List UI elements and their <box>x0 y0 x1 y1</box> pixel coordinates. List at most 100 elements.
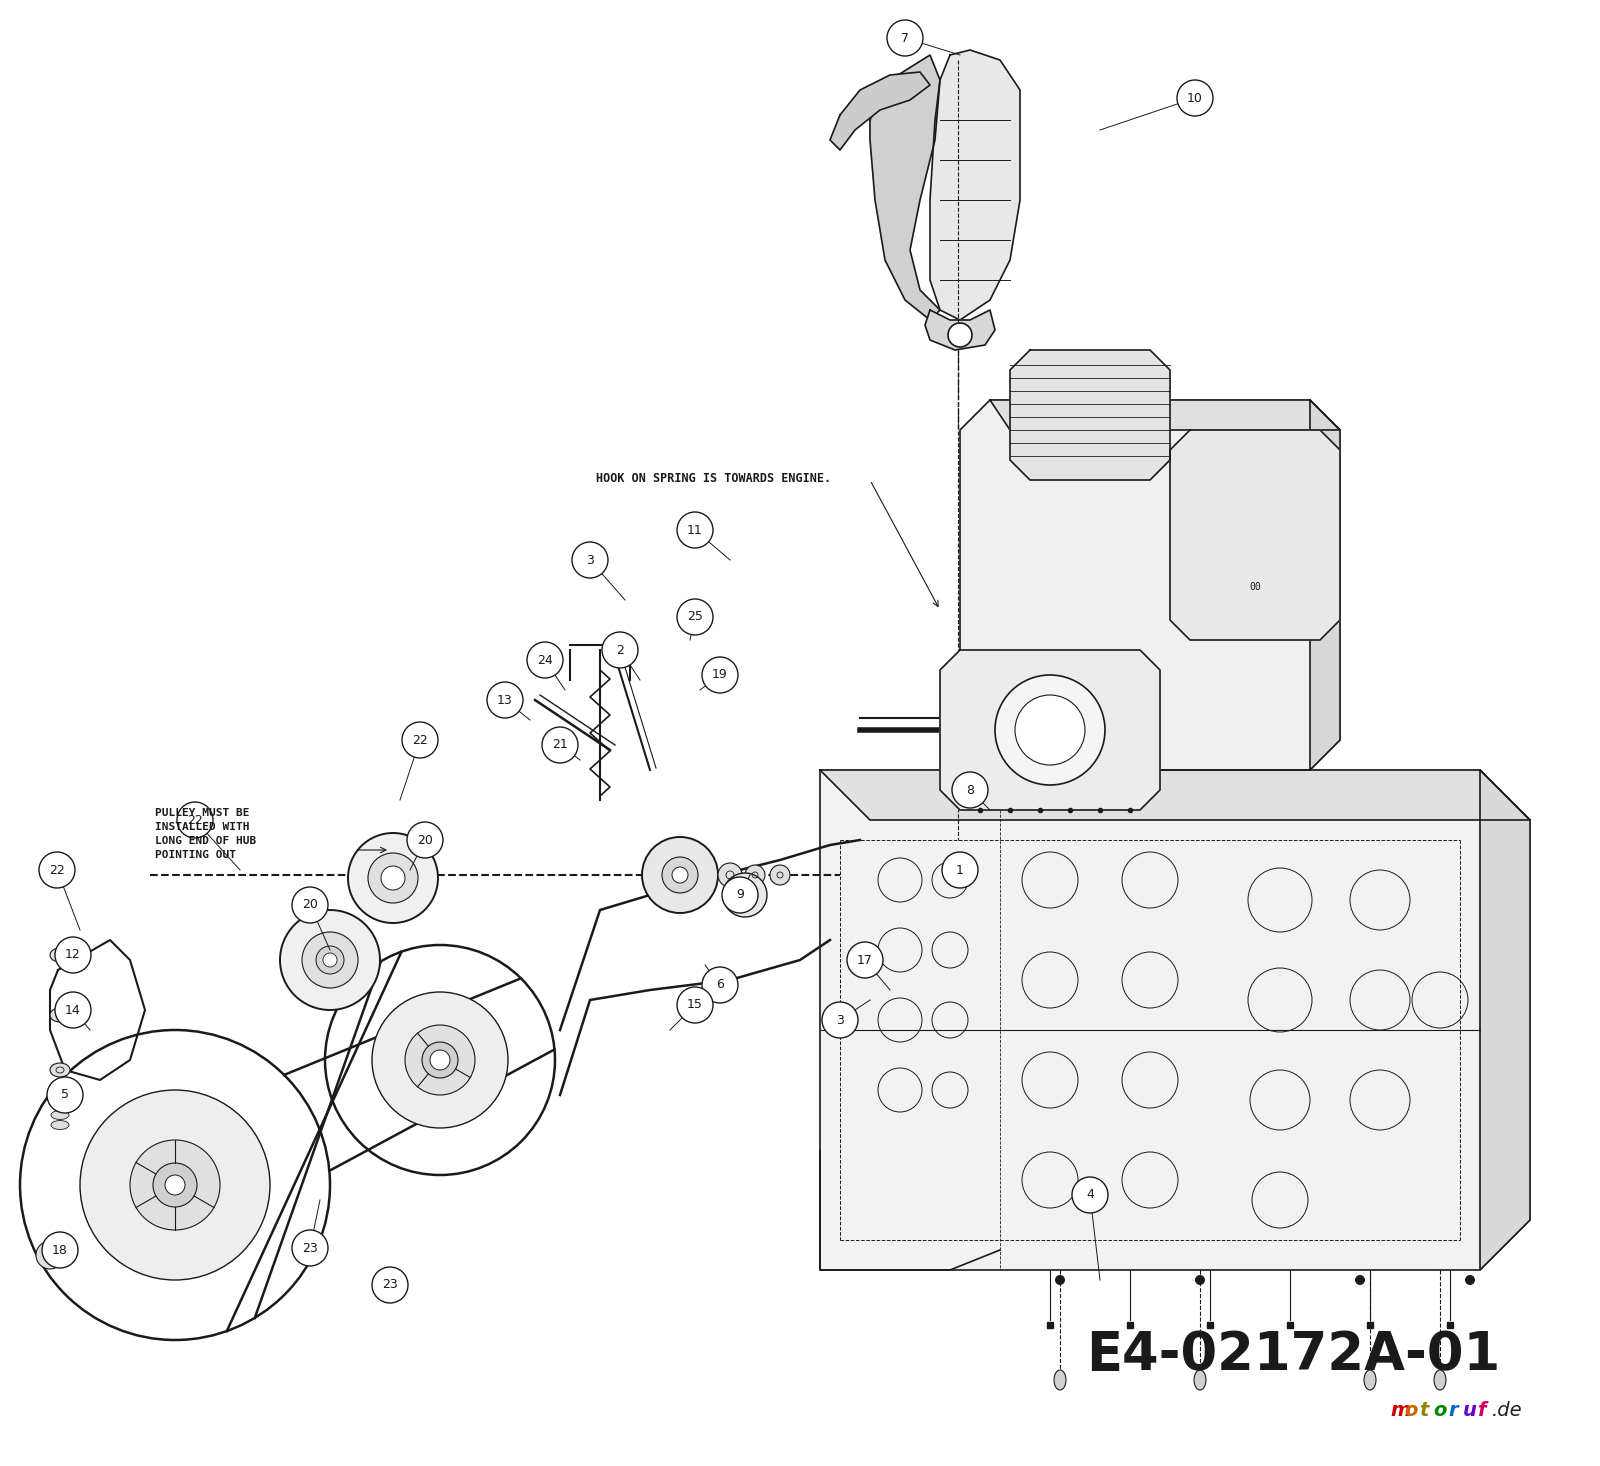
Text: 24: 24 <box>538 654 554 667</box>
Circle shape <box>702 968 738 1003</box>
Circle shape <box>349 833 438 924</box>
Text: 15: 15 <box>686 998 702 1012</box>
Ellipse shape <box>50 1063 70 1078</box>
Circle shape <box>677 987 714 1023</box>
Circle shape <box>130 1141 221 1230</box>
Polygon shape <box>819 770 1530 1270</box>
Text: r: r <box>1448 1400 1458 1419</box>
Text: u: u <box>1462 1400 1477 1419</box>
Text: 22: 22 <box>413 733 427 746</box>
Text: HOOK ON SPRING IS TOWARDS ENGINE.: HOOK ON SPRING IS TOWARDS ENGINE. <box>595 472 830 484</box>
Ellipse shape <box>51 1091 69 1100</box>
Circle shape <box>542 727 578 762</box>
Circle shape <box>46 1078 83 1113</box>
Circle shape <box>178 802 213 839</box>
Circle shape <box>154 1163 197 1207</box>
Circle shape <box>291 1230 328 1267</box>
Polygon shape <box>1170 430 1341 641</box>
Text: 3: 3 <box>837 1013 843 1026</box>
Circle shape <box>430 1050 450 1070</box>
Circle shape <box>942 852 978 888</box>
Text: 23: 23 <box>302 1242 318 1255</box>
Text: 13: 13 <box>498 693 514 707</box>
Text: 4: 4 <box>1086 1189 1094 1202</box>
Circle shape <box>371 1267 408 1303</box>
Circle shape <box>1195 1275 1205 1286</box>
Circle shape <box>1355 1275 1365 1286</box>
Text: 19: 19 <box>712 668 728 682</box>
Circle shape <box>371 992 509 1127</box>
Circle shape <box>1014 695 1085 765</box>
Circle shape <box>368 853 418 903</box>
Ellipse shape <box>1363 1371 1376 1390</box>
Circle shape <box>317 946 344 973</box>
Polygon shape <box>930 50 1021 320</box>
Circle shape <box>1466 1275 1475 1286</box>
Text: 14: 14 <box>66 1004 82 1016</box>
Circle shape <box>54 992 91 1028</box>
Circle shape <box>323 953 338 968</box>
Circle shape <box>54 937 91 973</box>
Circle shape <box>406 822 443 858</box>
Circle shape <box>886 21 923 56</box>
Text: 11: 11 <box>686 523 702 537</box>
Circle shape <box>291 887 328 924</box>
Polygon shape <box>1010 350 1170 479</box>
Polygon shape <box>830 72 930 150</box>
Text: 20: 20 <box>418 834 434 846</box>
Circle shape <box>80 1091 270 1280</box>
Ellipse shape <box>1434 1371 1446 1390</box>
Text: 2: 2 <box>616 644 624 657</box>
Circle shape <box>642 837 718 913</box>
Circle shape <box>702 657 738 693</box>
Circle shape <box>846 943 883 978</box>
Text: o: o <box>1405 1400 1418 1419</box>
Text: 10: 10 <box>1187 91 1203 104</box>
Circle shape <box>38 852 75 888</box>
Text: 00: 00 <box>1250 582 1261 592</box>
Ellipse shape <box>1054 1371 1066 1390</box>
Circle shape <box>1072 1177 1107 1212</box>
Circle shape <box>280 910 381 1010</box>
Text: 25: 25 <box>686 610 702 623</box>
Text: 22: 22 <box>50 863 66 877</box>
Text: o: o <box>1434 1400 1446 1419</box>
Ellipse shape <box>50 949 70 962</box>
Circle shape <box>165 1176 186 1195</box>
Polygon shape <box>819 770 1530 819</box>
Circle shape <box>1054 1275 1066 1286</box>
Polygon shape <box>941 649 1160 811</box>
Text: 9: 9 <box>736 888 744 902</box>
Text: .de: .de <box>1491 1400 1522 1419</box>
Circle shape <box>402 721 438 758</box>
Text: 3: 3 <box>586 554 594 566</box>
Text: t: t <box>1419 1400 1429 1419</box>
Text: 7: 7 <box>901 31 909 44</box>
Circle shape <box>746 865 765 885</box>
Circle shape <box>422 1042 458 1078</box>
Circle shape <box>677 512 714 548</box>
Ellipse shape <box>50 1009 70 1022</box>
Circle shape <box>35 1242 64 1270</box>
Circle shape <box>822 1001 858 1038</box>
Polygon shape <box>1310 400 1341 770</box>
Text: f: f <box>1477 1400 1485 1419</box>
Text: 6: 6 <box>717 978 723 991</box>
Circle shape <box>573 542 608 578</box>
Circle shape <box>662 858 698 893</box>
Circle shape <box>405 1025 475 1095</box>
Circle shape <box>302 932 358 988</box>
Polygon shape <box>990 400 1341 430</box>
Circle shape <box>947 323 973 347</box>
Circle shape <box>677 600 714 635</box>
Circle shape <box>770 865 790 885</box>
Circle shape <box>718 863 742 887</box>
Ellipse shape <box>51 1111 69 1120</box>
Text: PULLEY MUST BE
INSTALLED WITH
LONG END OF HUB
POINTING OUT: PULLEY MUST BE INSTALLED WITH LONG END O… <box>155 808 256 861</box>
Circle shape <box>42 1231 78 1268</box>
Circle shape <box>952 773 989 808</box>
Text: E4-02172A-01: E4-02172A-01 <box>1086 1330 1501 1381</box>
Circle shape <box>722 877 758 913</box>
Text: 8: 8 <box>966 783 974 796</box>
Text: 1: 1 <box>957 863 963 877</box>
